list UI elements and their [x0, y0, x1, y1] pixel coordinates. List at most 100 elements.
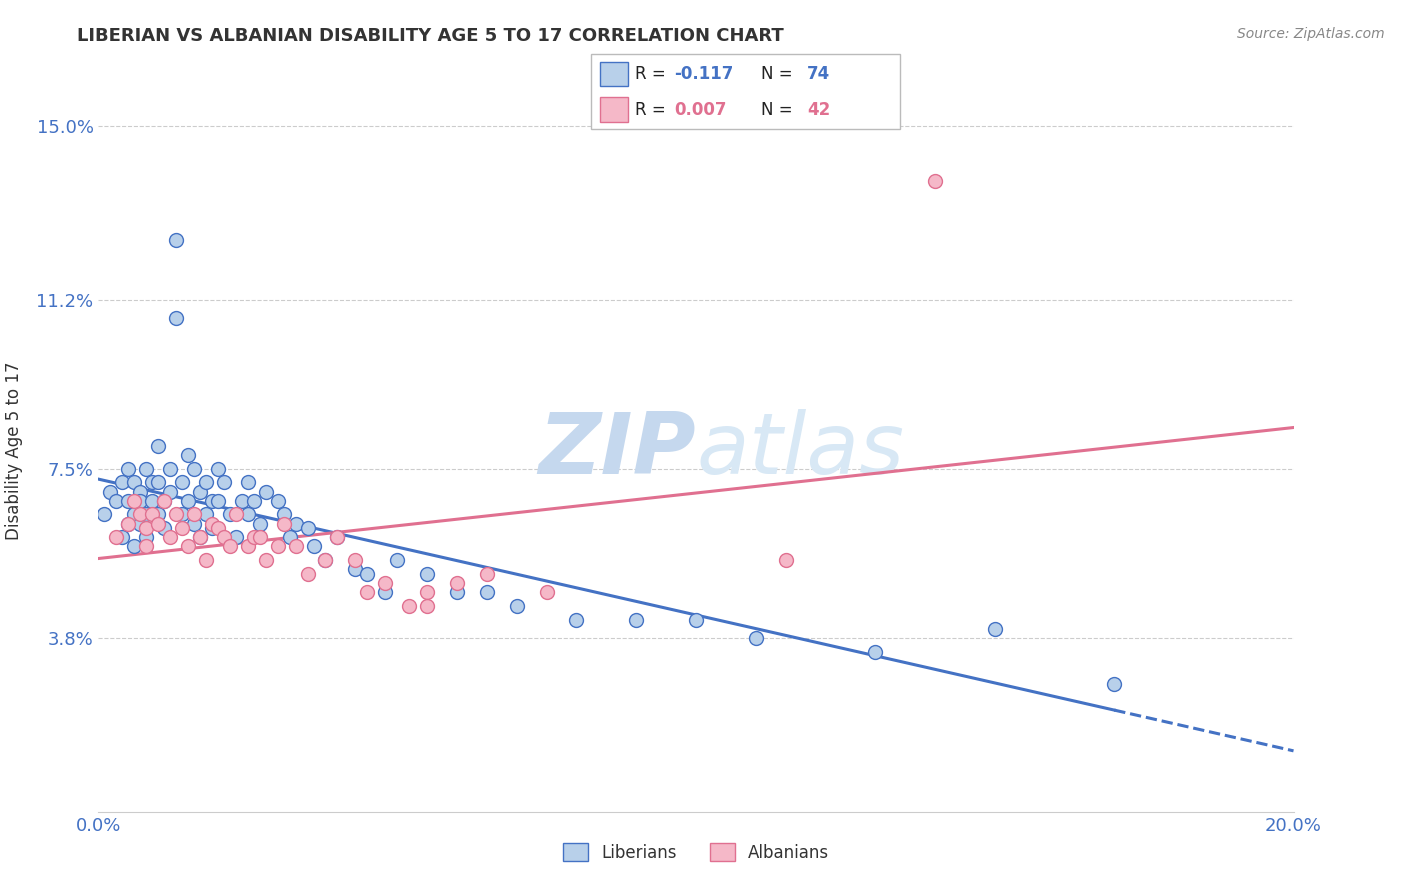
Point [207, 521, 229, 535]
Point [129, 493, 152, 508]
Point [195, 508, 218, 522]
Point [685, 613, 707, 627]
Point [1104, 676, 1126, 690]
Point [165, 310, 187, 325]
Point [153, 493, 176, 508]
Point [195, 475, 218, 490]
Point [356, 585, 378, 599]
Point [212, 530, 235, 544]
Point [195, 553, 218, 567]
Point [159, 484, 181, 499]
Point [315, 553, 337, 567]
Point [117, 516, 139, 531]
Point [297, 521, 319, 535]
Point [129, 508, 152, 522]
Point [177, 493, 200, 508]
Point [188, 530, 211, 544]
Point [124, 540, 146, 554]
Point [159, 530, 181, 544]
Point [219, 540, 242, 554]
Point [111, 530, 134, 544]
Point [865, 645, 887, 659]
Point [626, 613, 648, 627]
Point [267, 540, 290, 554]
Point [129, 516, 152, 531]
Text: R =: R = [636, 65, 672, 83]
Point [141, 508, 163, 522]
Point [267, 493, 290, 508]
Point [416, 599, 439, 613]
Point [117, 516, 139, 531]
Point [207, 462, 229, 476]
Text: ZIP: ZIP [538, 409, 696, 492]
Point [225, 508, 247, 522]
Point [93, 508, 115, 522]
Point [148, 516, 170, 531]
Point [565, 613, 588, 627]
Point [219, 508, 242, 522]
Text: Source: ZipAtlas.com: Source: ZipAtlas.com [1237, 27, 1385, 41]
Point [254, 484, 277, 499]
Point [273, 508, 295, 522]
Point [148, 439, 170, 453]
Point [416, 585, 439, 599]
Legend: Liberians, Albanians: Liberians, Albanians [555, 837, 837, 869]
Point [243, 530, 266, 544]
FancyBboxPatch shape [600, 97, 627, 122]
Point [165, 233, 187, 247]
Point [124, 508, 146, 522]
Point [183, 462, 205, 476]
Point [344, 562, 367, 576]
Point [475, 585, 498, 599]
Point [385, 553, 409, 567]
Point [201, 521, 224, 535]
Point [446, 585, 468, 599]
Point [326, 530, 349, 544]
Point [135, 462, 157, 476]
Point [141, 475, 163, 490]
Point [177, 540, 200, 554]
Text: LIBERIAN VS ALBANIAN DISABILITY AGE 5 TO 17 CORRELATION CHART: LIBERIAN VS ALBANIAN DISABILITY AGE 5 TO… [77, 27, 785, 45]
FancyBboxPatch shape [600, 62, 627, 87]
Point [273, 516, 295, 531]
Point [225, 530, 247, 544]
Point [207, 493, 229, 508]
Point [297, 566, 319, 581]
Point [135, 540, 157, 554]
Point [236, 540, 259, 554]
Point [201, 493, 224, 508]
Point [984, 622, 1007, 636]
Point [236, 475, 259, 490]
Point [135, 530, 157, 544]
Text: 74: 74 [807, 65, 831, 83]
Point [153, 493, 176, 508]
Text: N =: N = [761, 101, 797, 119]
Text: N =: N = [761, 65, 797, 83]
Point [278, 530, 301, 544]
Point [326, 530, 349, 544]
Point [212, 475, 235, 490]
Point [506, 599, 529, 613]
Point [159, 462, 181, 476]
FancyBboxPatch shape [591, 54, 900, 129]
Point [416, 566, 439, 581]
Point [165, 508, 187, 522]
Point [475, 566, 498, 581]
Point [536, 585, 558, 599]
Point [284, 540, 307, 554]
Point [148, 508, 170, 522]
Point [398, 599, 420, 613]
Text: -0.117: -0.117 [673, 65, 734, 83]
Point [745, 631, 768, 645]
Point [775, 553, 797, 567]
Point [249, 516, 271, 531]
Point [231, 493, 253, 508]
Point [374, 576, 396, 591]
Point [172, 475, 194, 490]
Point [111, 475, 134, 490]
Text: 0.007: 0.007 [673, 101, 727, 119]
Point [105, 493, 128, 508]
Text: 42: 42 [807, 101, 831, 119]
Point [183, 508, 205, 522]
Point [243, 493, 266, 508]
